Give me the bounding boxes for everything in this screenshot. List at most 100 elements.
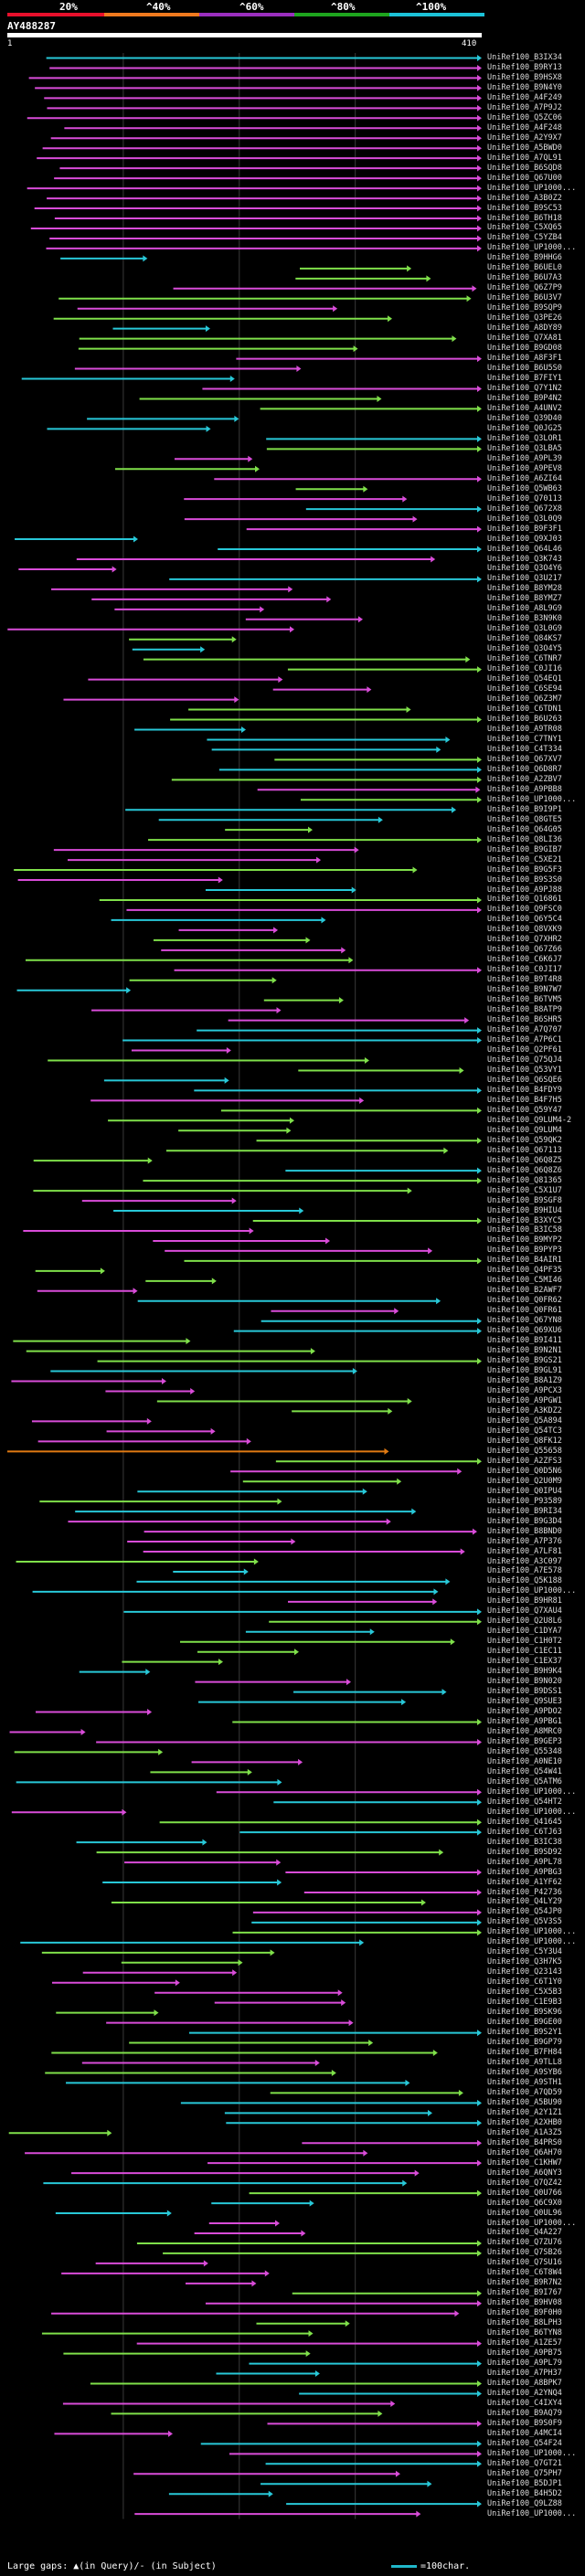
hit-name[interactable]: UniRef100_A9PB75 [487, 2348, 562, 2359]
hit-name[interactable]: UniRef100_B9I9P1 [487, 804, 562, 814]
hit-name[interactable]: UniRef100_Q3O4Y6 [487, 564, 562, 574]
hit-name[interactable]: UniRef100_B9HHG6 [487, 253, 562, 263]
hit-name[interactable]: UniRef100_B9SC53 [487, 203, 562, 213]
hit-name[interactable]: UniRef100_Q2U8L6 [487, 1617, 562, 1627]
hit-name[interactable]: UniRef100_B9G3D4 [487, 1516, 562, 1526]
hit-name[interactable]: UniRef100_Q3LBA5 [487, 443, 562, 453]
hit-name[interactable]: UniRef100_Q4A227 [487, 2228, 562, 2238]
hit-name[interactable]: UniRef100_C6SE94 [487, 684, 562, 694]
hit-name[interactable]: UniRef100_Q54JP0 [487, 1907, 562, 1917]
hit-name[interactable]: UniRef100_Q9LUM4 [487, 1125, 562, 1135]
hit-name[interactable]: UniRef100_A7LF81 [487, 1546, 562, 1556]
hit-name[interactable]: UniRef100_A0NE10 [487, 1756, 562, 1766]
hit-name[interactable]: UniRef100_C5XE21 [487, 854, 562, 864]
hit-name[interactable]: UniRef100_C5X1U7 [487, 1185, 562, 1195]
hit-name[interactable]: UniRef100_UP1000... [487, 2448, 577, 2458]
hit-name[interactable]: UniRef100_B9F0H0 [487, 2308, 562, 2318]
hit-name[interactable]: UniRef100_A6ZI64 [487, 473, 562, 483]
hit-name[interactable]: UniRef100_Q7GT21 [487, 2458, 562, 2468]
hit-name[interactable]: UniRef100_B4AIR1 [487, 1256, 562, 1266]
hit-name[interactable]: UniRef100_A5BWD0 [487, 143, 562, 153]
hit-name[interactable]: UniRef100_Q6Y5C4 [487, 915, 562, 925]
hit-name[interactable]: UniRef100_Q2PF61 [487, 1045, 562, 1055]
hit-name[interactable]: UniRef100_A9PL39 [487, 453, 562, 463]
hit-name[interactable]: UniRef100_A3C097 [487, 1556, 562, 1566]
hit-name[interactable]: UniRef100_B9R7N2 [487, 2278, 562, 2288]
hit-name[interactable]: UniRef100_Q75PH7 [487, 2468, 562, 2478]
hit-name[interactable]: UniRef100_Q54EQ1 [487, 674, 562, 684]
hit-name[interactable]: UniRef100_B6SHR5 [487, 1015, 562, 1025]
hit-name[interactable]: UniRef100_B2AWF7 [487, 1286, 562, 1296]
hit-name[interactable]: UniRef100_C5YZB4 [487, 233, 562, 243]
hit-name[interactable]: UniRef100_A4MCI4 [487, 2428, 562, 2438]
hit-name[interactable]: UniRef100_A2ZFS3 [487, 1456, 562, 1466]
hit-name[interactable]: UniRef100_A8DY89 [487, 323, 562, 334]
hit-name[interactable]: UniRef100_C5X5B3 [487, 1988, 562, 1998]
hit-name[interactable]: UniRef100_A9PL78 [487, 1857, 562, 1867]
hit-name[interactable]: UniRef100_C1E9B3 [487, 1998, 562, 2008]
hit-name[interactable]: UniRef100_Q6Q8Z5 [487, 1155, 562, 1165]
hit-name[interactable]: UniRef100_C5MI46 [487, 1276, 562, 1286]
hit-name[interactable]: UniRef100_A7PH37 [487, 2369, 562, 2379]
hit-name[interactable]: UniRef100_B9HV08 [487, 2298, 562, 2308]
hit-name[interactable]: UniRef100_Q7XHR2 [487, 935, 562, 945]
hit-name[interactable]: UniRef100_C6TJ63 [487, 1827, 562, 1837]
hit-name[interactable]: UniRef100_Q7ZU76 [487, 2238, 562, 2248]
hit-name[interactable]: UniRef100_Q0JG25 [487, 423, 562, 433]
hit-name[interactable]: UniRef100_C1EC11 [487, 1647, 562, 1657]
hit-name[interactable]: UniRef100_B6UEL0 [487, 263, 562, 273]
hit-name[interactable]: UniRef100_B3N9K0 [487, 614, 562, 624]
hit-name[interactable]: UniRef100_Q0UL96 [487, 2208, 562, 2218]
hit-name[interactable]: UniRef100_B3XYC5 [487, 1215, 562, 1225]
hit-name[interactable]: UniRef100_A9PBB8 [487, 784, 562, 794]
hit-name[interactable]: UniRef100_B8YM28 [487, 584, 562, 594]
hit-name[interactable]: UniRef100_C1EX37 [487, 1657, 562, 1667]
hit-name[interactable]: UniRef100_B9SD92 [487, 1847, 562, 1857]
hit-name[interactable]: UniRef100_A2XHB0 [487, 2117, 562, 2127]
hit-name[interactable]: UniRef100_A9PDO2 [487, 1707, 562, 1717]
hit-name[interactable]: UniRef100_Q54HT2 [487, 1797, 562, 1807]
hit-name[interactable]: UniRef100_B7FIY1 [487, 374, 562, 384]
hit-name[interactable]: UniRef100_Q84KS7 [487, 634, 562, 644]
hit-name[interactable]: UniRef100_Q5A894 [487, 1415, 562, 1426]
hit-name[interactable]: UniRef100_Q9LZ88 [487, 2498, 562, 2508]
hit-name[interactable]: UniRef100_Q3L0Q9 [487, 514, 562, 524]
hit-name[interactable]: UniRef100_Q5K188 [487, 1576, 562, 1586]
hit-name[interactable]: UniRef100_B9T4R8 [487, 975, 562, 985]
hit-name[interactable]: UniRef100_B9P4N2 [487, 393, 562, 403]
hit-name[interactable]: UniRef100_B9DSS1 [487, 1687, 562, 1697]
hit-name[interactable]: UniRef100_UP1000... [487, 2218, 577, 2228]
hit-name[interactable]: UniRef100_C6K6J7 [487, 955, 562, 965]
hit-name[interactable]: UniRef100_UP1000... [487, 794, 577, 804]
hit-name[interactable]: UniRef100_Q8GTE5 [487, 814, 562, 824]
hit-name[interactable]: UniRef100_A9PBG1 [487, 1717, 562, 1727]
hit-name[interactable]: UniRef100_A2ZBV7 [487, 774, 562, 784]
hit-name[interactable]: UniRef100_B4F7H5 [487, 1095, 562, 1105]
hit-name[interactable]: UniRef100_Q9FSC0 [487, 905, 562, 915]
hit-name[interactable]: UniRef100_UP1000... [487, 1786, 577, 1797]
hit-name[interactable]: UniRef100_Q0D5N6 [487, 1466, 562, 1476]
hit-name[interactable]: UniRef100_A7P9J2 [487, 102, 562, 112]
hit-name[interactable]: UniRef100_B9I411 [487, 1336, 562, 1346]
hit-name[interactable]: UniRef100_B9N7W7 [487, 985, 562, 995]
hit-name[interactable]: UniRef100_B9S3S0 [487, 875, 562, 885]
hit-name[interactable]: UniRef100_Q41645 [487, 1817, 562, 1827]
hit-name[interactable]: UniRef100_Q7XA81 [487, 334, 562, 344]
hit-name[interactable]: UniRef100_A8L9G9 [487, 604, 562, 614]
hit-name[interactable]: UniRef100_A1ZE57 [487, 2338, 562, 2348]
hit-name[interactable]: UniRef100_Q7XAU4 [487, 1606, 562, 1617]
hit-name[interactable]: UniRef100_Q59QK2 [487, 1135, 562, 1145]
hit-name[interactable]: UniRef100_B9N2N1 [487, 1346, 562, 1356]
hit-name[interactable]: UniRef100_C6T8W4 [487, 2268, 562, 2278]
hit-name[interactable]: UniRef100_B6U263 [487, 715, 562, 725]
hit-name[interactable]: UniRef100_B9S0F9 [487, 2418, 562, 2428]
hit-name[interactable]: UniRef100_Q54F24 [487, 2438, 562, 2448]
hit-name[interactable]: UniRef100_B9I767 [487, 2288, 562, 2298]
hit-name[interactable]: UniRef100_C4T334 [487, 744, 562, 754]
hit-name[interactable]: UniRef100_A9PL79 [487, 2359, 562, 2369]
hit-name[interactable]: UniRef100_Q59Y47 [487, 1105, 562, 1115]
hit-name[interactable]: UniRef100_Q70113 [487, 493, 562, 504]
hit-name[interactable]: UniRef100_C7TNY1 [487, 734, 562, 744]
hit-name[interactable]: UniRef100_B9SGF8 [487, 1195, 562, 1205]
hit-name[interactable]: UniRef100_Q3H7K5 [487, 1957, 562, 1967]
